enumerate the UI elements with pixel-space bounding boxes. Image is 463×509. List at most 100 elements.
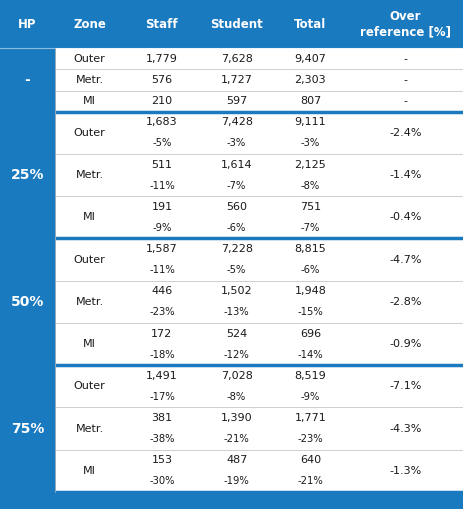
Text: 1,779: 1,779 [146,54,177,64]
Bar [273,0,346,48]
Text: 75%: 75% [11,421,44,436]
Text: 640: 640 [299,455,320,465]
Text: 8,519: 8,519 [294,371,325,381]
Text: -11%: -11% [149,181,175,191]
Text: Outer: Outer [74,128,105,138]
Text: 7,428: 7,428 [220,117,252,127]
Text: MI: MI [83,466,96,476]
Text: 560: 560 [225,202,247,212]
Text: 576: 576 [151,75,172,85]
Text: 7,228: 7,228 [220,244,252,254]
Text: 524: 524 [225,328,247,338]
Text: 8,815: 8,815 [294,244,325,254]
Text: -0.4%: -0.4% [388,212,421,222]
Text: 511: 511 [151,159,172,169]
Bar [55,0,124,48]
Text: 1,491: 1,491 [146,371,177,381]
Text: 381: 381 [151,413,172,423]
Text: -7%: -7% [226,181,246,191]
Bar [0,0,55,48]
Bar [55,112,463,238]
Text: -19%: -19% [223,476,249,487]
Text: 1,502: 1,502 [220,286,252,296]
Text: HP: HP [18,18,37,31]
Text: 696: 696 [299,328,320,338]
Text: MI: MI [83,339,96,349]
Text: Student: Student [210,18,263,31]
Text: -6%: -6% [300,265,319,275]
Text: 25%: 25% [11,168,44,182]
Text: -3%: -3% [226,138,246,149]
Bar [55,48,463,112]
Text: -: - [25,73,30,87]
Text: -38%: -38% [149,434,174,444]
Text: 50%: 50% [11,295,44,309]
Text: Metr.: Metr. [75,423,103,434]
Text: -1.4%: -1.4% [388,170,421,180]
Bar [0,238,55,365]
Text: 751: 751 [299,202,320,212]
Text: -2.8%: -2.8% [388,297,421,307]
Text: 807: 807 [299,96,320,106]
Text: -: - [403,54,407,64]
Bar [55,238,463,365]
Text: -6%: -6% [226,223,246,233]
Bar [0,48,55,112]
Text: 172: 172 [151,328,172,338]
Text: -21%: -21% [297,476,323,487]
Text: 7,628: 7,628 [220,54,252,64]
Text: -4.7%: -4.7% [388,254,421,265]
Text: Over
reference [%]: Over reference [%] [359,10,450,38]
Text: -12%: -12% [223,350,249,360]
Bar [0,365,55,492]
Text: 9,407: 9,407 [294,54,325,64]
Text: -18%: -18% [149,350,175,360]
Text: -8%: -8% [226,392,246,402]
Text: -13%: -13% [223,307,249,318]
Text: 1,727: 1,727 [220,75,252,85]
Text: Zone: Zone [73,18,106,31]
Text: -23%: -23% [297,434,323,444]
Text: -21%: -21% [223,434,249,444]
Text: -1.3%: -1.3% [388,466,421,476]
Text: -8%: -8% [300,181,319,191]
Text: MI: MI [83,96,96,106]
Text: -: - [403,96,407,106]
Text: 1,771: 1,771 [294,413,325,423]
Text: Metr.: Metr. [75,170,103,180]
Text: -7%: -7% [300,223,319,233]
Text: 153: 153 [151,455,172,465]
Text: 1,614: 1,614 [220,159,252,169]
Text: 2,125: 2,125 [294,159,325,169]
Text: Outer: Outer [74,54,105,64]
Text: -23%: -23% [149,307,175,318]
Text: -14%: -14% [297,350,323,360]
Text: -17%: -17% [149,392,175,402]
Text: 9,111: 9,111 [294,117,325,127]
Text: -2.4%: -2.4% [388,128,421,138]
Text: -9%: -9% [152,223,171,233]
Text: MI: MI [83,212,96,222]
Text: -4.3%: -4.3% [388,423,421,434]
Text: 446: 446 [151,286,172,296]
Text: Metr.: Metr. [75,75,103,85]
Bar [199,0,273,48]
Text: 1,390: 1,390 [220,413,252,423]
Bar [346,0,463,48]
Text: Total: Total [294,18,326,31]
Text: Outer: Outer [74,381,105,391]
Text: 487: 487 [225,455,247,465]
Text: 2,303: 2,303 [294,75,325,85]
Text: -30%: -30% [149,476,174,487]
Text: -3%: -3% [300,138,319,149]
Bar [55,365,463,492]
Text: Staff: Staff [145,18,178,31]
Text: 7,028: 7,028 [220,371,252,381]
Text: -5%: -5% [152,138,171,149]
Text: 597: 597 [225,96,247,106]
Text: -9%: -9% [300,392,319,402]
Text: Metr.: Metr. [75,297,103,307]
Text: 210: 210 [151,96,172,106]
Text: 1,948: 1,948 [294,286,325,296]
Bar [124,0,199,48]
